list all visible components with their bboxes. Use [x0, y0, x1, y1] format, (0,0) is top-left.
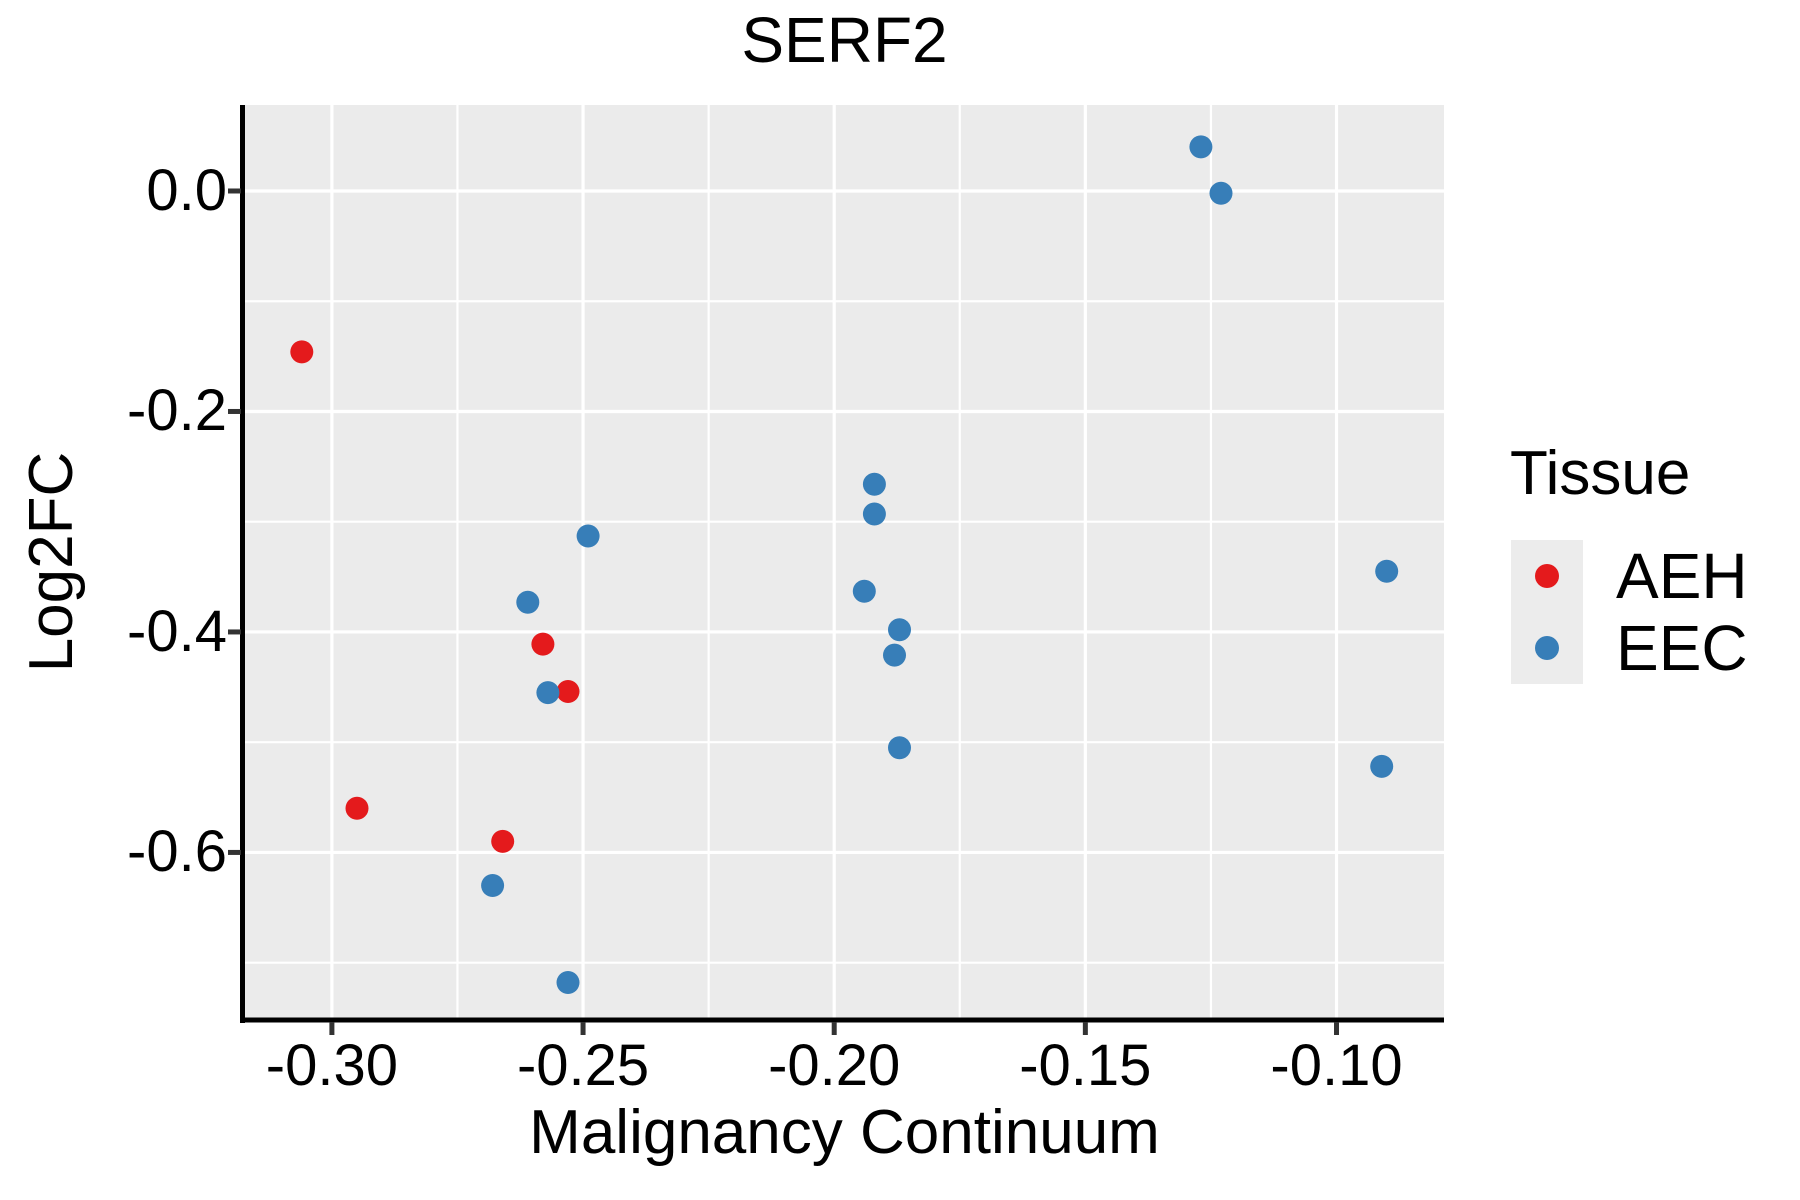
data-point-aeh [556, 680, 580, 703]
y-tick-label: -0.4 [127, 598, 227, 664]
legend-entry-label-eec: EEC [1616, 612, 1748, 684]
x-tick-mark [1082, 1022, 1088, 1035]
data-point-aeh [345, 796, 369, 820]
data-point-eec [516, 590, 540, 614]
chart-title: SERF2 [741, 4, 948, 76]
x-tick-label: -0.15 [1019, 1033, 1152, 1098]
y-tick-mark [228, 849, 241, 855]
data-point-eec [883, 643, 906, 667]
data-point-aeh [531, 632, 555, 656]
legend-key-eec [1511, 612, 1583, 684]
y-tick-label: -0.2 [127, 378, 227, 444]
y-tick-label: -0.6 [127, 819, 227, 885]
data-point-eec [576, 524, 600, 548]
x-tick-mark [329, 1022, 335, 1035]
data-point-aeh [491, 829, 515, 853]
y-tick-mark [228, 188, 241, 194]
x-tick-mark [831, 1022, 837, 1035]
data-point-eec [1375, 559, 1399, 583]
y-tick-mark [228, 629, 241, 635]
data-point-eec [481, 874, 505, 897]
x-tick-label: -0.10 [1270, 1033, 1403, 1098]
data-point-eec [556, 971, 580, 994]
data-point-eec [1370, 754, 1394, 778]
data-point-aeh [290, 340, 314, 364]
y-axis-line [240, 105, 245, 1023]
y-tick-mark [228, 408, 241, 414]
data-point-eec [862, 502, 886, 526]
data-point-eec [852, 579, 876, 603]
legend-entry-label-aeh: AEH [1616, 540, 1748, 612]
x-axis-line [240, 1017, 1444, 1023]
legend-point-eec-icon [1535, 636, 1559, 660]
data-point-eec [888, 736, 911, 760]
y-tick-label: 0.0 [146, 157, 227, 223]
x-tick-label: -0.30 [265, 1033, 398, 1098]
x-tick-mark [580, 1022, 586, 1035]
x-tick-mark [1334, 1022, 1340, 1035]
x-tick-label: -0.20 [768, 1033, 901, 1098]
data-point-eec [888, 618, 911, 642]
x-tick-label: -0.25 [516, 1033, 650, 1098]
data-point-eec [1209, 181, 1233, 205]
legend-key-aeh [1511, 540, 1583, 612]
data-point-eec [1189, 135, 1213, 159]
legend-title: Tissue [1510, 439, 1691, 508]
x-axis-title: Malignancy Continuum [529, 1098, 1160, 1167]
legend-point-aeh-icon [1535, 564, 1559, 588]
data-point-eec [536, 681, 560, 705]
panel-background [245, 105, 1444, 1020]
data-point-eec [862, 472, 886, 496]
